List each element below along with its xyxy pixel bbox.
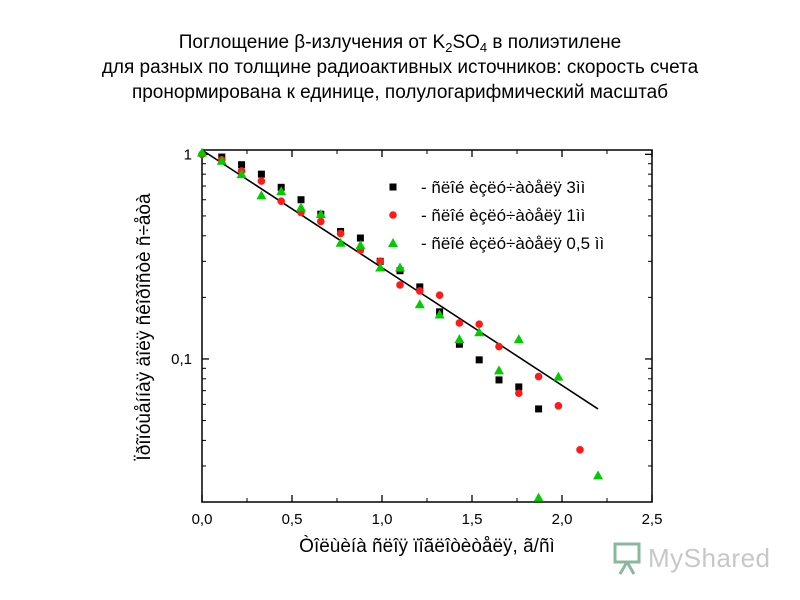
data-point-triangle [513,334,524,344]
data-point-triangle [236,169,247,179]
data-point-circle [495,342,503,351]
data-point-triangle [276,186,287,196]
data-point-triangle [388,238,398,247]
legend-entry-label: - ñëîé èçëó÷àòåëÿ 1ìì [421,206,585,225]
data-point-triangle [216,155,227,165]
plot-frame [201,149,653,503]
data-point-circle [317,217,325,226]
chart-title: Поглощение β-излучения от K2SO4 в полиэт… [0,30,800,105]
data-point-triangle [434,309,445,319]
title-text-part: Поглощение β-излучения от K [178,32,446,53]
title-line-2: для разных по толщине радиоактивных исто… [101,57,699,78]
data-point-square [416,283,424,291]
title-line-3: пронормирована к единице, полулогарифмич… [131,82,669,103]
x-tick-label: 2,0 [552,511,573,528]
watermark: MyShared [612,538,771,578]
presentation-board-icon [613,542,641,575]
legend-entry-label: - ñëîé èçëó÷àòåëÿ 0,5 ìì [421,234,604,253]
data-point-circle [515,389,523,398]
x-tick-label: 2,5 [642,511,663,528]
data-point-square [389,183,397,191]
chart-legend: - ñëîé èçëó÷àòåëÿ 3ìì - ñëîé èçëó÷àòåëÿ 1… [388,178,604,253]
data-point-circle [257,177,266,185]
watermark-text: MyShared [648,542,771,573]
data-point-triangle [474,327,485,337]
title-subscript: 4 [479,40,488,55]
title-subscript: 2 [445,40,453,55]
x-tick-label: 1,5 [462,511,483,528]
data-point-square [356,234,364,242]
data-point-square [495,376,503,384]
data-point-triangle [395,262,405,272]
title-line-1: Поглощение β-излучения от K2SO4 в полиэт… [0,30,800,55]
data-point-circle [534,372,543,381]
data-point-triangle [315,209,326,219]
data-point-square [535,405,543,413]
x-axis-label: Òîëùèíà ñëîÿ ïîãëîòèòåëÿ, ã/ñì [299,535,555,557]
data-point-circle [416,287,424,295]
data-point-square [238,161,246,169]
y-axis-label: Ïðîïóùåííàÿ äîëÿ ñêîðîñòè ñ÷åòà [134,193,155,461]
data-point-circle [336,229,345,238]
data-point-triangle [593,470,603,480]
data-point-circle [576,445,584,454]
y-tick-label: 0,1 [171,351,192,368]
data-point-circle [554,402,563,410]
data-point-triangle [335,237,346,247]
legend-entry-label: - ñëîé èçëó÷àòåëÿ 3ìì [421,178,585,197]
x-tick-label: 1,0 [372,511,393,528]
data-point-triangle [533,492,544,502]
fit-line [201,149,599,410]
data-point-circle [475,320,484,328]
data-point-circle [396,281,404,289]
data-point-triangle [454,334,465,344]
data-point-square [297,196,305,204]
data-point-square [257,170,265,178]
x-tick-label: 0,0 [192,511,213,528]
data-point-square [515,383,523,391]
data-point-triangle [375,262,386,272]
data-point-triangle [355,240,366,250]
data-points [197,147,603,502]
data-point-triangle [414,299,425,309]
plot-axes: 0,0 0,5 1,0 1,5 2,0 2,5 0,1 1 [171,146,662,528]
title-text-part: SO [452,32,480,53]
data-point-triangle [197,147,207,157]
data-point-triangle [494,365,504,375]
data-point-circle [455,319,464,327]
data-point-circle [389,211,397,219]
data-point-triangle [256,190,267,200]
data-point-square [455,340,463,348]
data-point-circle [277,197,286,206]
data-point-circle [435,291,444,299]
data-point-triangle [553,371,564,381]
data-point-triangle [296,202,306,212]
fit-line-group [201,149,599,410]
y-tick-label: 1 [184,146,192,163]
data-point-circle [376,257,385,266]
x-tick-label: 0,5 [282,511,303,528]
title-text-part: в полиэтилене [487,32,622,53]
data-point-square [475,356,483,364]
